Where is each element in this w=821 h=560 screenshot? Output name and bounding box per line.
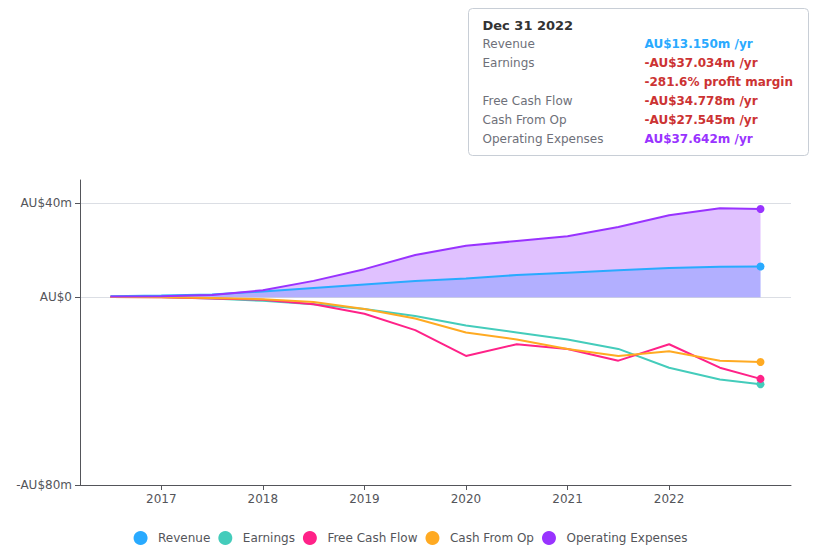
svg-text:Earnings: Earnings: [483, 56, 535, 70]
svg-text:2021: 2021: [552, 492, 583, 506]
svg-text:AU$13.150m /yr: AU$13.150m /yr: [645, 37, 753, 51]
svg-text:Operating Expenses: Operating Expenses: [483, 132, 604, 146]
svg-text:Cash From Op: Cash From Op: [483, 113, 567, 127]
svg-text:Free Cash Flow: Free Cash Flow: [327, 531, 417, 545]
svg-text:2019: 2019: [349, 492, 380, 506]
svg-text:2017: 2017: [146, 492, 177, 506]
svg-text:Earnings: Earnings: [243, 531, 295, 545]
svg-text:Revenue: Revenue: [158, 531, 210, 545]
svg-text:AU$0: AU$0: [40, 290, 72, 304]
svg-text:2018: 2018: [248, 492, 279, 506]
svg-text:2020: 2020: [451, 492, 482, 506]
svg-text:Cash From Op: Cash From Op: [450, 531, 534, 545]
svg-text:AU$40m: AU$40m: [20, 196, 72, 210]
svg-text:Revenue: Revenue: [483, 37, 535, 51]
svg-text:Operating Expenses: Operating Expenses: [566, 531, 687, 545]
svg-text:-AU$37.034m /yr: -AU$37.034m /yr: [645, 56, 758, 70]
svg-text:-AU$27.545m /yr: -AU$27.545m /yr: [645, 113, 758, 127]
svg-text:-AU$80m: -AU$80m: [16, 478, 72, 492]
svg-text:-AU$34.778m /yr: -AU$34.778m /yr: [645, 94, 758, 108]
svg-text:Free Cash Flow: Free Cash Flow: [483, 94, 573, 108]
svg-text:-281.6% profit margin: -281.6% profit margin: [645, 75, 793, 89]
svg-text:2022: 2022: [654, 492, 685, 506]
svg-text:AU$37.642m /yr: AU$37.642m /yr: [645, 132, 753, 146]
svg-text:Dec 31 2022: Dec 31 2022: [483, 18, 574, 33]
